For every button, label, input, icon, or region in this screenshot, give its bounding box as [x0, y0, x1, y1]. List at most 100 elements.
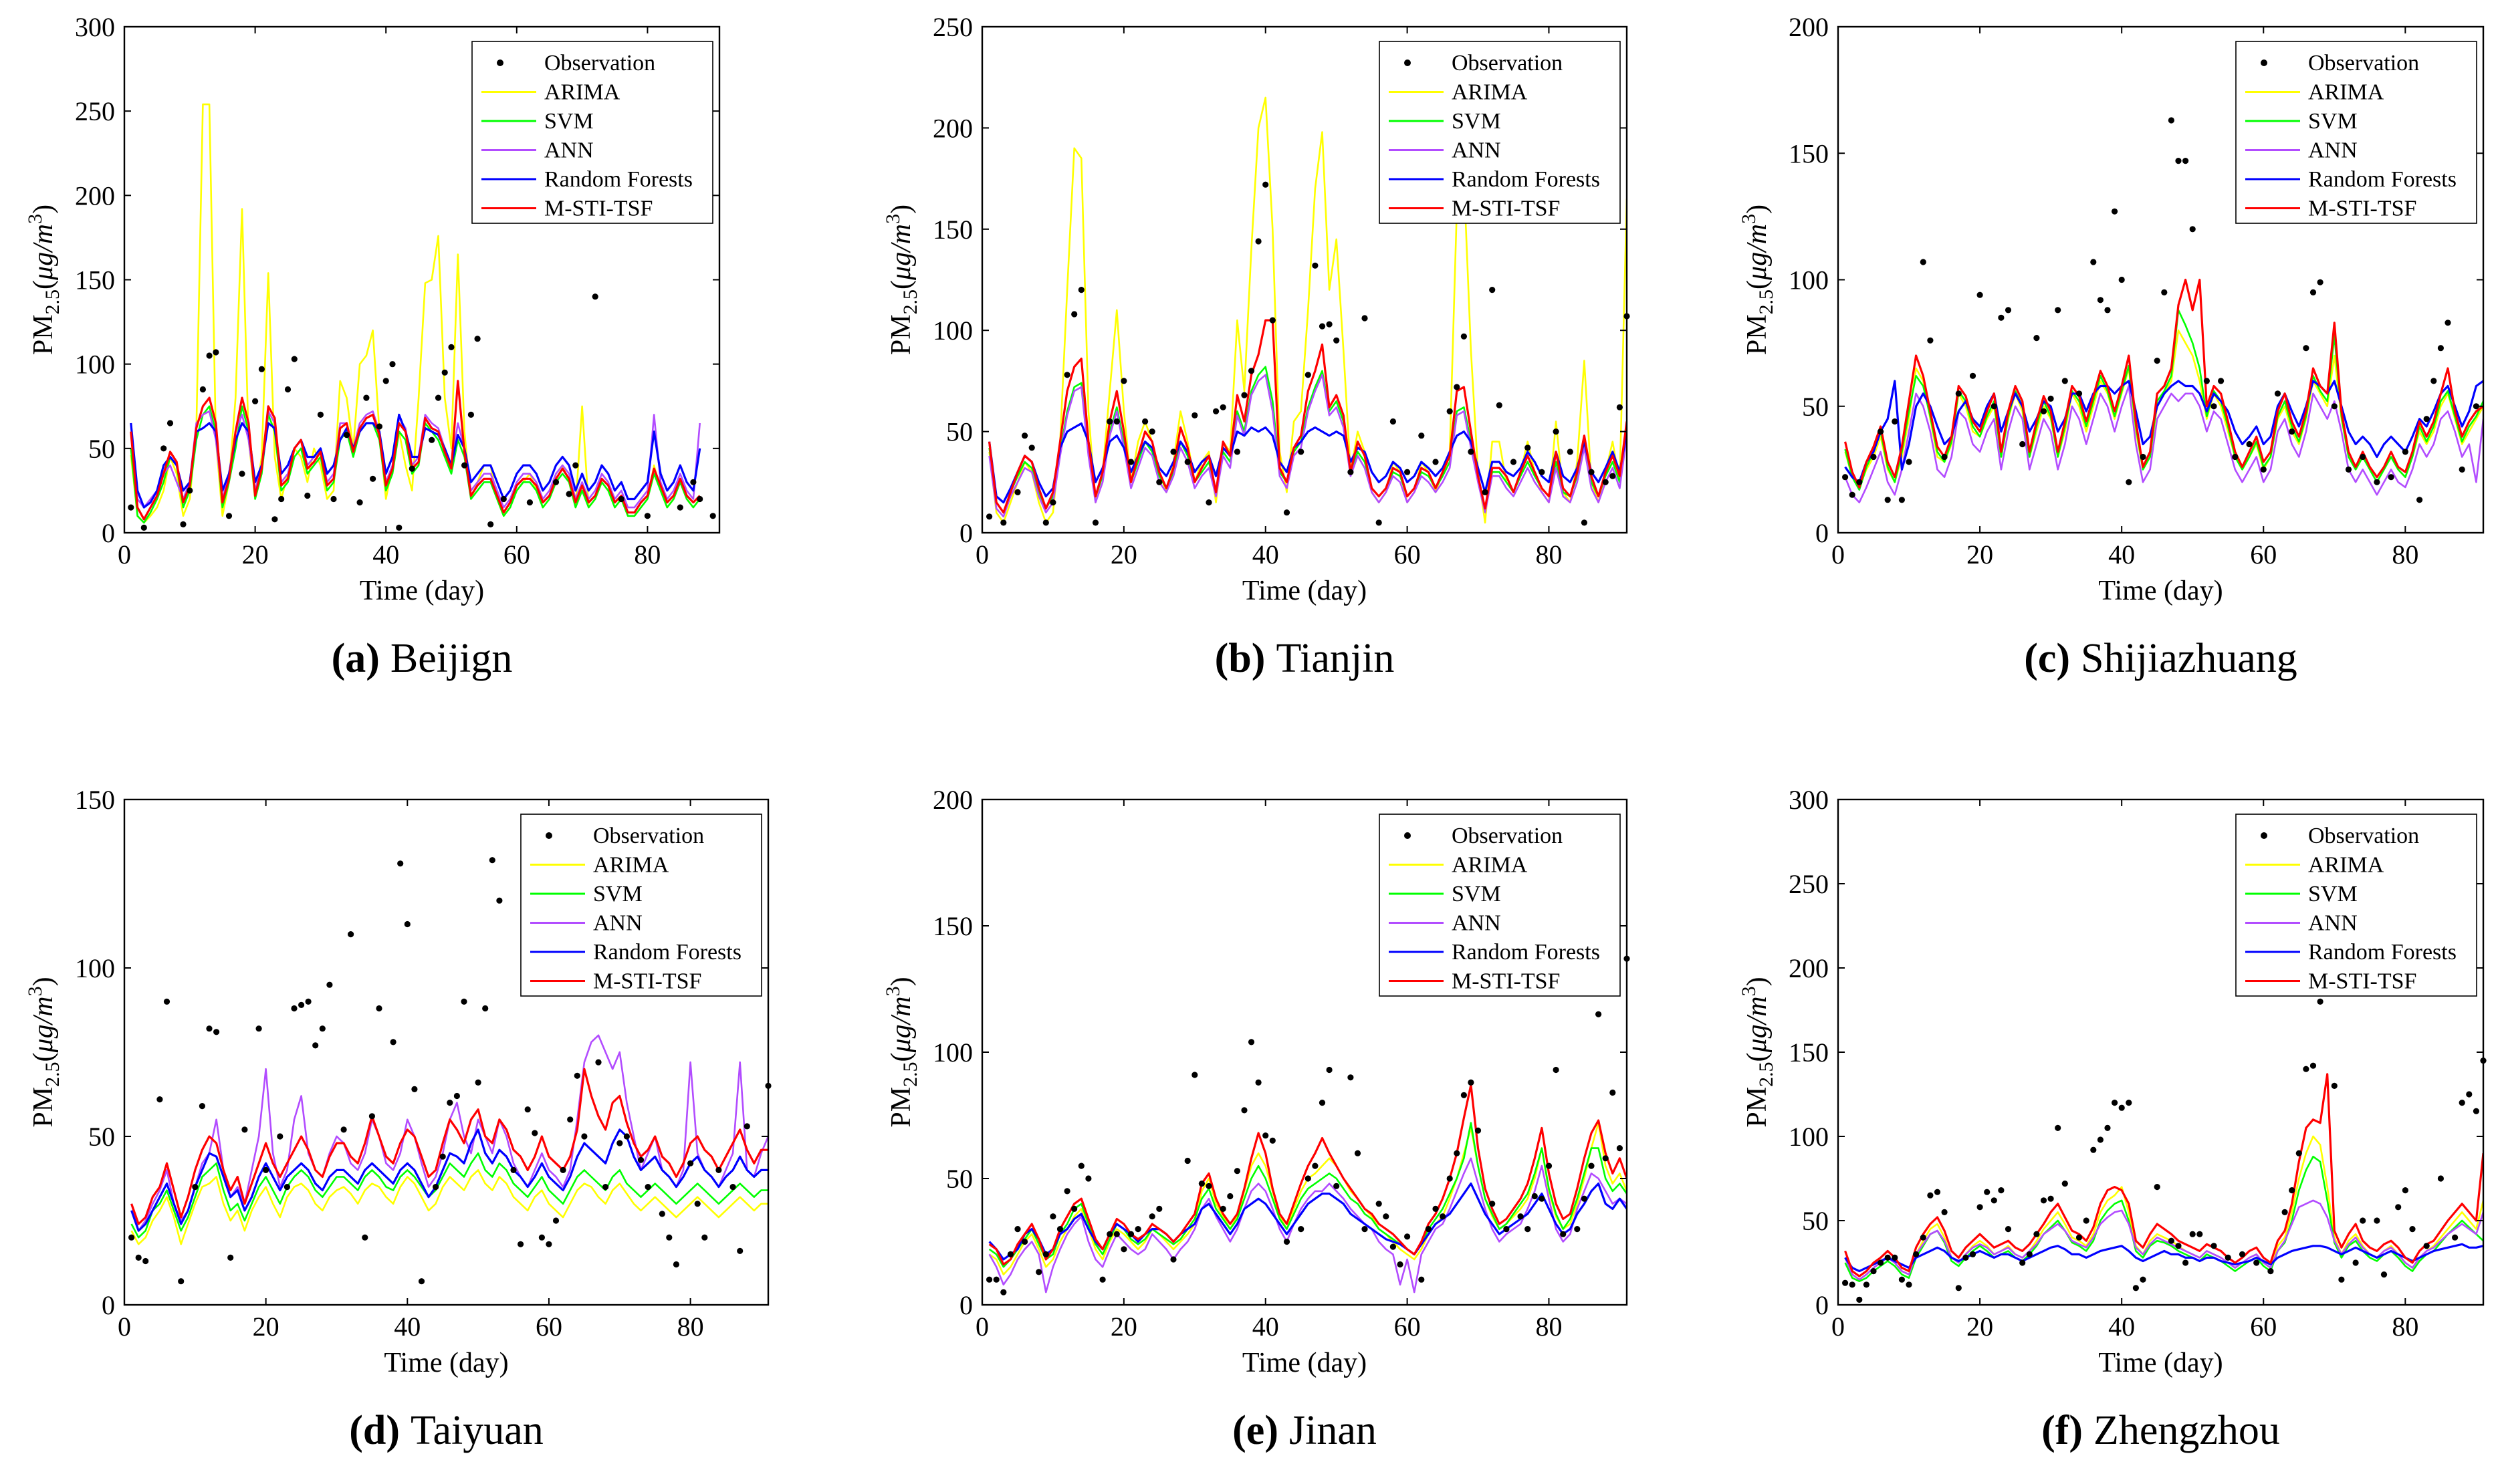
y-label-paren: ): [28, 205, 59, 214]
observation-point: [2303, 1066, 2309, 1072]
x-tick-label: 60: [2250, 539, 2277, 570]
observation-point: [390, 1039, 396, 1045]
observation-point: [2112, 1100, 2118, 1106]
legend-label-rf: Random Forests: [593, 940, 742, 965]
legend-label-ann: ANN: [1452, 138, 1501, 163]
y-tick-label: 50: [88, 1122, 115, 1152]
rf-line: [1844, 1243, 2483, 1273]
observation-point: [1962, 1254, 1969, 1261]
observation-point: [737, 1247, 744, 1254]
observation-point: [1383, 1213, 1389, 1220]
x-tick-label: 60: [503, 539, 530, 570]
observation-point: [709, 513, 716, 519]
observation-point: [206, 1025, 213, 1032]
observation-point: [340, 1126, 347, 1133]
caption-letter: (d): [349, 1408, 400, 1453]
y-label-mu: μ: [28, 266, 59, 281]
observation-point: [433, 1184, 439, 1191]
observation-point: [1121, 1246, 1127, 1253]
observation-point: [690, 479, 697, 485]
y-axis-label: PM2.5(μg/m3): [1738, 205, 1777, 355]
y-tick-label: 150: [75, 785, 115, 815]
observation-point: [1248, 368, 1255, 374]
x-tick-label: 60: [1394, 1312, 1421, 1342]
legend-label-arima: ARIMA: [2308, 80, 2384, 105]
observation-point: [284, 386, 292, 393]
y-tick-label: 50: [946, 1164, 973, 1194]
observation-point: [467, 411, 475, 418]
observation-point: [1418, 1276, 1425, 1283]
y-label-subscript: 2.5: [1755, 1062, 1777, 1087]
legend: Observation ARIMA SVM ANN Random Forests M-ST…: [471, 41, 713, 224]
observation-point: [2437, 1175, 2444, 1182]
legend-label-arima: ARIMA: [593, 853, 669, 878]
observation-point: [1255, 1079, 1262, 1086]
legend-label-svm: SVM: [593, 882, 643, 906]
observation-point: [1998, 314, 2005, 321]
legend-label-ann: ANN: [2308, 138, 2358, 163]
y-label-pm: PM: [886, 314, 917, 355]
observation-point: [1156, 479, 1163, 485]
y-label-superscript: 3: [1738, 214, 1760, 224]
mst-line: [130, 1068, 768, 1225]
y-label-paren: (: [28, 1052, 59, 1062]
observation-point: [474, 336, 481, 342]
observation-point: [1071, 1205, 1078, 1212]
y-label-unit: g/m: [1742, 996, 1773, 1038]
caption-city: Shijiazhuang: [2081, 636, 2297, 681]
observation-point: [2210, 403, 2217, 410]
y-label-superscript: 3: [882, 986, 904, 996]
y-label-pm: PM: [28, 314, 59, 355]
legend-label-observation: Observation: [1452, 51, 1563, 76]
panel-caption: (e) Jinan: [1232, 1408, 1377, 1453]
legend-label-rf: Random Forests: [2308, 167, 2457, 192]
y-tick-label: 300: [1789, 785, 1829, 815]
observation-point: [368, 1113, 376, 1120]
observation-point: [1220, 1205, 1226, 1212]
observation-point: [1878, 1259, 1884, 1266]
observation-point: [1361, 315, 1368, 322]
x-tick-label: 80: [677, 1312, 704, 1342]
observation-point: [1241, 392, 1248, 398]
observation-point: [1142, 418, 1149, 425]
observation-point: [1184, 459, 1191, 465]
observation-point: [1884, 497, 1891, 503]
observation-point: [1333, 337, 1340, 344]
observation-point: [2473, 403, 2479, 410]
observation-point: [1000, 1289, 1007, 1295]
x-tick-label: 20: [1111, 1312, 1137, 1342]
observation-point: [2210, 1243, 2217, 1249]
observation-point: [128, 1234, 135, 1241]
observation-point: [1298, 449, 1304, 455]
observation-point: [552, 479, 560, 485]
x-tick-label: 60: [2250, 1312, 2277, 1342]
legend-label-svm: SVM: [2308, 109, 2358, 134]
y-label-paren: (: [1742, 1052, 1773, 1062]
observation-point: [677, 504, 683, 511]
observation-point: [330, 495, 337, 503]
y-label-superscript: 3: [24, 214, 46, 224]
y-label-pm: PM: [1742, 1087, 1773, 1128]
legend-label-svm: SVM: [1452, 109, 1501, 134]
y-label-pm: PM: [886, 1087, 917, 1128]
observation-point: [1976, 1204, 1983, 1211]
observation-point: [1092, 519, 1099, 526]
observation-point: [1460, 1092, 1467, 1098]
caption-letter: (b): [1215, 636, 1266, 681]
observation-point: [2090, 259, 2097, 265]
observation-point: [447, 1100, 453, 1106]
y-tick-label: 0: [959, 518, 973, 548]
y-tick-label: 100: [75, 953, 115, 983]
legend-marker-observation: [2261, 59, 2267, 66]
observation-point: [637, 1156, 645, 1163]
observation-point: [1170, 1256, 1177, 1263]
mst-line: [130, 380, 701, 521]
observation-point: [1927, 1192, 1934, 1199]
observation-point: [213, 1029, 220, 1035]
observation-point: [1998, 1187, 2005, 1194]
observation-point: [163, 998, 171, 1005]
observation-point: [1517, 1213, 1524, 1220]
observation-point: [263, 1166, 269, 1173]
observation-point: [1042, 1251, 1049, 1257]
